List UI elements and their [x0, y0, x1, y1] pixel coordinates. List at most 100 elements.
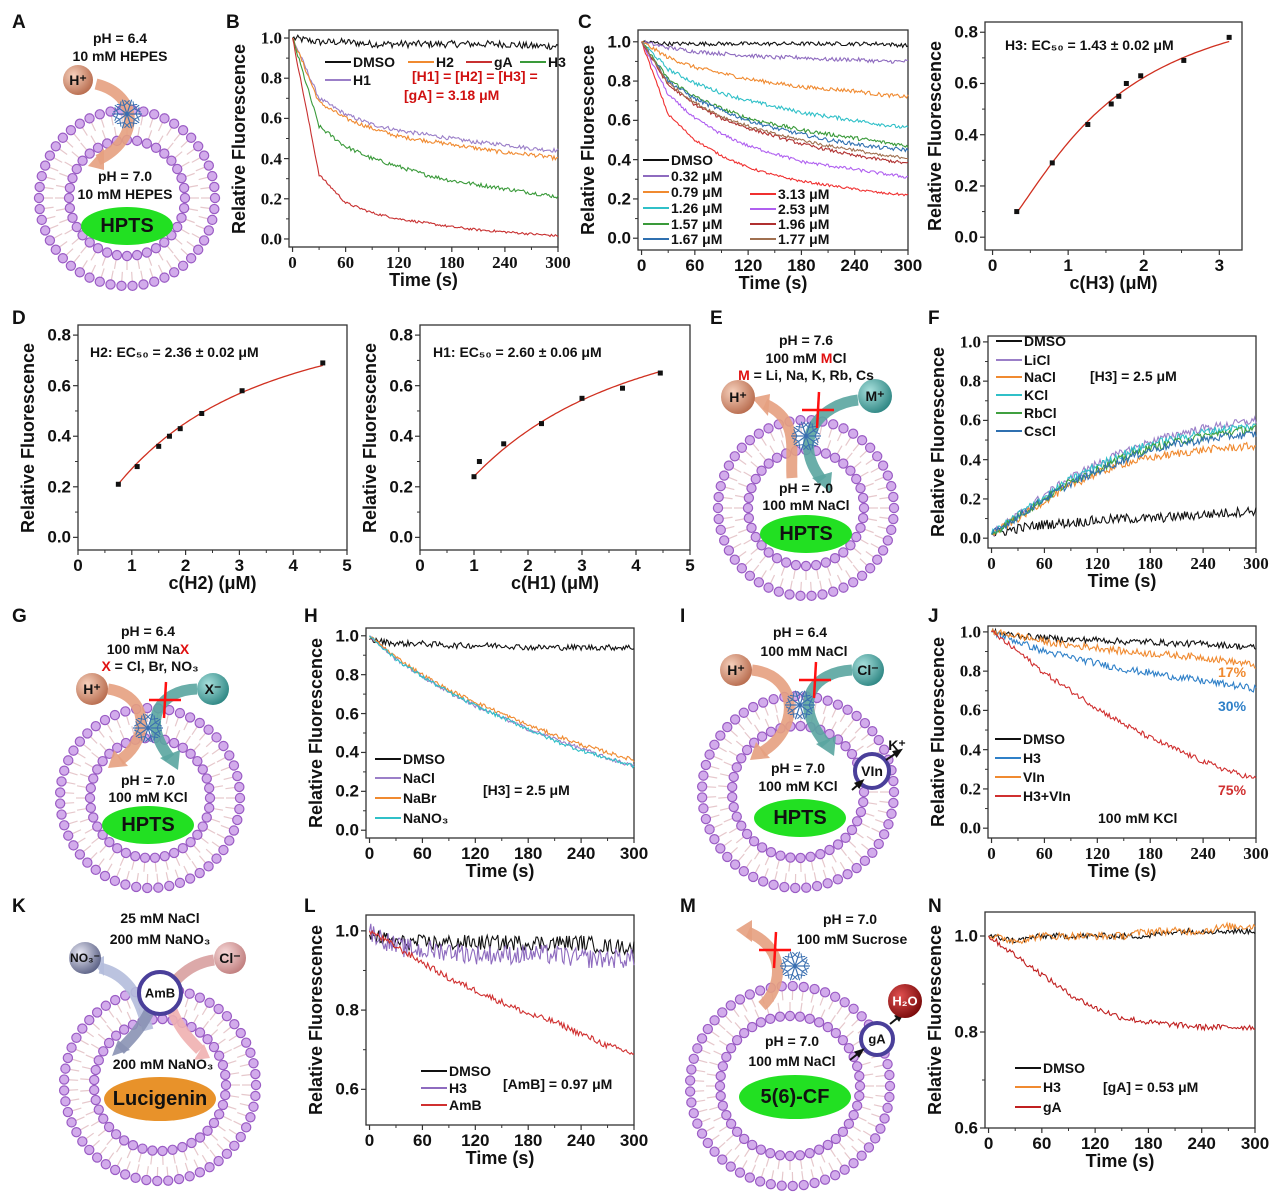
legend-label: NaCl [403, 770, 435, 786]
lipid-tail [826, 440, 832, 450]
data-point [1123, 80, 1129, 86]
lipid-head [684, 1075, 696, 1086]
lipid-head [744, 989, 756, 1000]
legend-label: 2.53 μM [778, 201, 830, 217]
lipid-tail [90, 1043, 101, 1050]
lipid-tail [166, 126, 173, 136]
lipid-tail [718, 785, 729, 788]
lipid-head [94, 109, 106, 120]
lipid-head [717, 1154, 728, 1165]
lipid-tail [165, 872, 169, 883]
channel-spoke [789, 965, 796, 981]
lipid-tail [59, 218, 69, 224]
y-tick-label: 0.8 [389, 325, 413, 345]
legend-label: DMSO [449, 1063, 491, 1079]
lipid-head [213, 1155, 224, 1167]
lipid-tail [233, 1043, 243, 1050]
lipid-head [725, 1118, 737, 1130]
lipid-tail [697, 1059, 708, 1064]
lipid-head [702, 1023, 714, 1035]
lipid-tail [829, 1147, 836, 1157]
y-tick-label: 0.4 [260, 149, 282, 169]
lipid-tail [209, 1011, 217, 1021]
g-anion-arrow [149, 683, 198, 762]
panel-label-i: I [680, 606, 686, 627]
lipid-tail [877, 525, 888, 530]
lipid-head [111, 843, 123, 854]
y-axis-label: Relative Fluorescence [360, 342, 380, 533]
lipid-tail [174, 869, 180, 880]
lipid-head [92, 142, 104, 153]
lipid-head [109, 1164, 121, 1176]
lipid-head [62, 1106, 74, 1118]
lipid-head [746, 1021, 758, 1033]
x-tick-label: 240 [1190, 554, 1216, 573]
lipid-head [873, 838, 884, 850]
lipid-head [785, 852, 796, 863]
lipid-tail [764, 718, 770, 729]
lipid-tail [147, 256, 153, 266]
lipid-head [74, 118, 86, 129]
e-dye-label: HPTS [779, 523, 833, 545]
lipid-head [90, 720, 101, 732]
legend-label: DMSO [353, 54, 395, 70]
lipid-head [750, 473, 761, 485]
x-tick-label: 60 [1032, 1134, 1052, 1153]
channel-spoke [126, 113, 140, 124]
lipid-head [717, 1061, 729, 1072]
channel-branch [791, 430, 799, 435]
lipid-tail [99, 1015, 107, 1024]
y-tick-label: 0.6 [335, 1079, 359, 1099]
lipid-head [718, 535, 730, 546]
lipid-tail [184, 997, 190, 1008]
channel-branch [134, 108, 142, 113]
lipid-head [204, 997, 215, 1008]
lipid-tail [110, 270, 114, 281]
lipid-tail [172, 1153, 176, 1164]
lipid-tail [804, 873, 807, 884]
lipid-head [787, 1180, 798, 1192]
lipid-head [723, 545, 735, 556]
lipid-tail [131, 859, 135, 870]
channel-branch [811, 423, 814, 431]
lipid-head [57, 253, 69, 264]
lipid-head [174, 707, 186, 719]
y-tick-label: 1.0 [607, 32, 631, 52]
channel-branch [123, 122, 130, 129]
lipid-head [177, 742, 189, 753]
lipid-tail [718, 796, 729, 799]
lipid-tail [205, 848, 214, 857]
y-tick-label: 1.0 [335, 626, 359, 646]
lipid-head [830, 1027, 842, 1039]
lipid-head [784, 1150, 796, 1162]
lipid-tail [55, 208, 67, 212]
channel-branch [805, 692, 808, 700]
lipid-tail [754, 850, 761, 860]
legend-label: H3 [1023, 750, 1041, 766]
lipid-head [217, 1099, 229, 1111]
y-tick-label: 0.6 [47, 376, 71, 396]
lipid-tail [828, 578, 833, 589]
lipid-head [824, 844, 835, 856]
lipid-tail [706, 796, 717, 798]
lipid-tail [734, 1141, 742, 1150]
x-tick-label: 2 [523, 556, 533, 575]
lipid-tail [828, 1000, 834, 1010]
lipid-tail [776, 859, 781, 870]
lipid-tail [116, 1143, 123, 1153]
lipid-tail [113, 126, 117, 138]
channel-branch [153, 715, 156, 723]
lipid-head [795, 720, 806, 732]
lipid-tail [91, 836, 100, 844]
lipid-head [884, 1080, 896, 1092]
series-line-cscl [991, 431, 1257, 535]
lipid-tail [206, 827, 216, 834]
lipid-tail [777, 1002, 781, 1013]
lipid-head [103, 1121, 115, 1133]
lipid-head [886, 480, 897, 492]
y-tick-label: 0.0 [335, 820, 359, 840]
lipid-head [747, 701, 759, 713]
lipid-head [856, 1011, 867, 1022]
lipid-tail [97, 1033, 107, 1041]
series-line-h3 [988, 921, 1256, 946]
